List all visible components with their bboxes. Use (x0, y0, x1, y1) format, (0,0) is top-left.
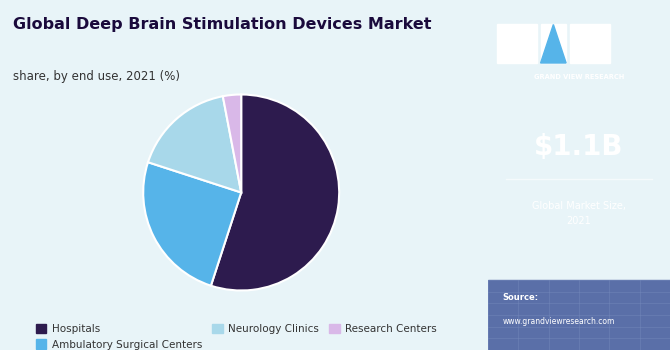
Wedge shape (143, 162, 241, 286)
Wedge shape (211, 94, 339, 290)
Bar (488, 280, 670, 350)
Bar (497, 25, 537, 63)
Bar (541, 25, 566, 63)
Text: GRAND VIEW RESEARCH: GRAND VIEW RESEARCH (534, 74, 624, 80)
Text: Global Market Size,
2021: Global Market Size, 2021 (532, 202, 626, 225)
Wedge shape (223, 94, 241, 192)
Polygon shape (541, 25, 566, 63)
Bar (570, 25, 610, 63)
Wedge shape (148, 96, 241, 193)
Text: $1.1B: $1.1B (534, 133, 624, 161)
Text: Source:: Source: (502, 293, 539, 302)
Text: www.grandviewresearch.com: www.grandviewresearch.com (502, 317, 614, 327)
Text: share, by end use, 2021 (%): share, by end use, 2021 (%) (13, 70, 180, 83)
Text: Global Deep Brain Stimulation Devices Market: Global Deep Brain Stimulation Devices Ma… (13, 18, 432, 33)
Legend: Hospitals, Ambulatory Surgical Centers, Neurology Clinics, Research Centers: Hospitals, Ambulatory Surgical Centers, … (31, 320, 441, 350)
